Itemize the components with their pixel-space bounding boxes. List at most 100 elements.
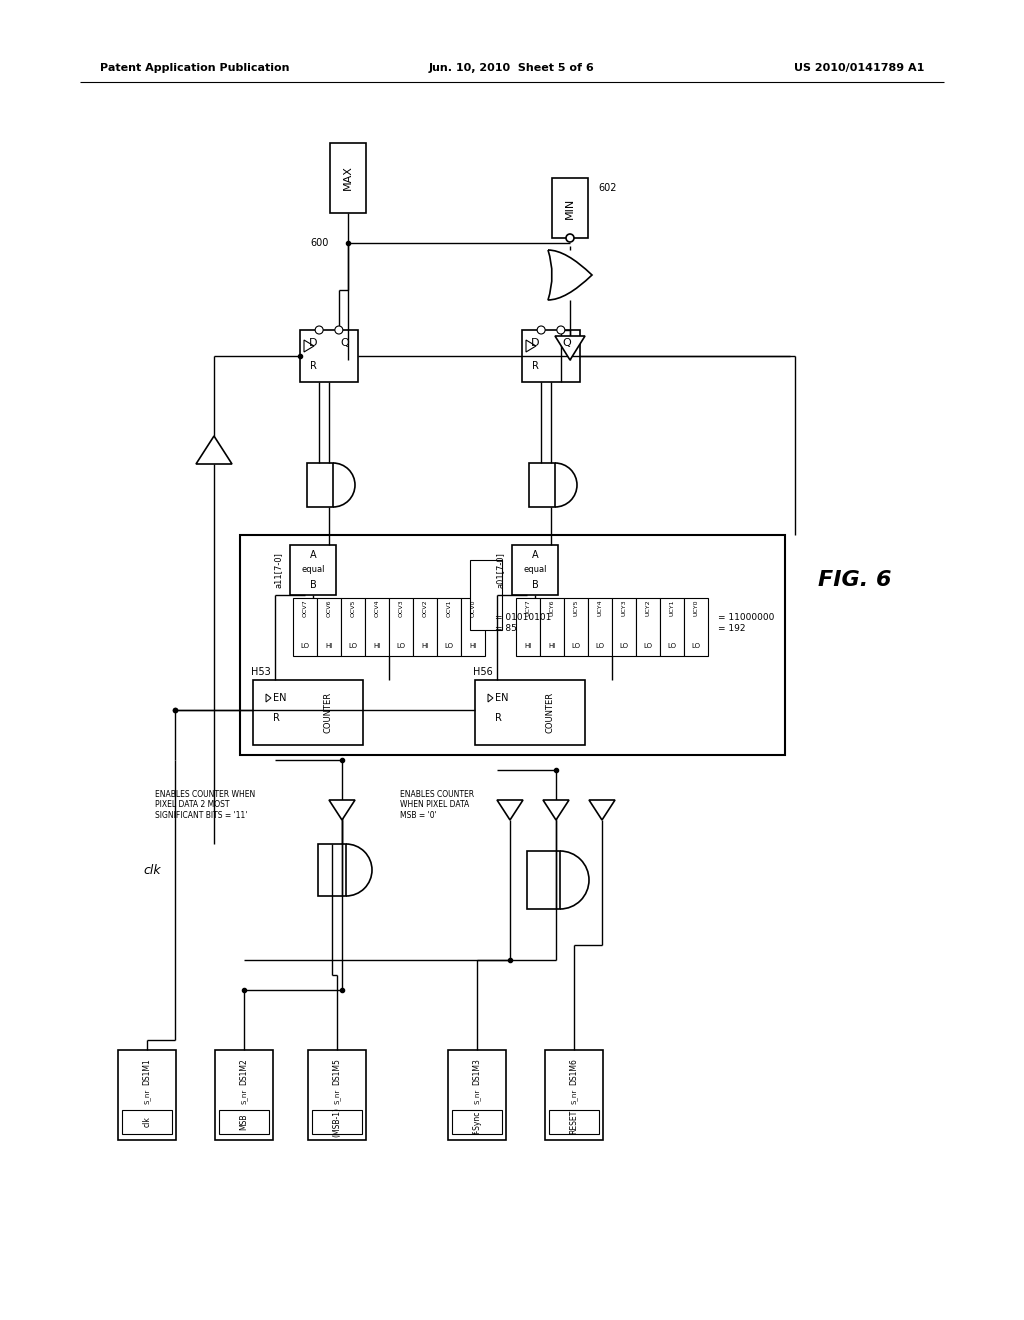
Polygon shape [526,341,536,352]
Text: H53: H53 [251,667,270,677]
Bar [475,680,585,744]
Text: ENABLES COUNTER
WHEN PIXEL DATA
MSB = '0': ENABLES COUNTER WHEN PIXEL DATA MSB = '0… [400,789,474,820]
PathPatch shape [548,249,592,300]
Text: DS1M2: DS1M2 [240,1059,249,1085]
Polygon shape [196,436,232,465]
Polygon shape [497,800,523,820]
Text: OCV7: OCV7 [302,599,307,616]
Bar [122,1110,172,1134]
Bar [253,680,362,744]
Bar [527,851,560,909]
Text: LO: LO [348,643,357,649]
Circle shape [538,326,545,334]
Polygon shape [589,800,615,820]
Text: UCY5: UCY5 [573,599,579,616]
Text: S_nr: S_nr [474,1089,480,1104]
Text: LO: LO [620,643,629,649]
Bar [612,598,636,656]
Text: a11[7-0]: a11[7-0] [273,552,283,587]
Polygon shape [266,694,271,702]
Bar [660,598,684,656]
Bar [300,330,358,381]
Text: LO: LO [596,643,604,649]
Bar [461,598,485,656]
Text: UCY3: UCY3 [622,599,627,616]
Text: Jun. 10, 2010  Sheet 5 of 6: Jun. 10, 2010 Sheet 5 of 6 [429,63,595,73]
Text: UCY7: UCY7 [525,599,530,616]
Text: UCY4: UCY4 [597,599,602,616]
Text: A: A [531,550,539,560]
Circle shape [335,326,343,334]
Text: DS1M1: DS1M1 [142,1059,152,1085]
Bar [588,598,612,656]
Text: RESET: RESET [569,1110,579,1134]
Text: UCY2: UCY2 [645,599,650,616]
Bar [540,598,564,656]
Text: UCY6: UCY6 [550,599,555,616]
Polygon shape [555,337,585,360]
Text: EN: EN [495,693,509,704]
Circle shape [557,326,565,334]
Text: MAX: MAX [343,165,353,190]
Text: OCV6: OCV6 [327,599,332,616]
Text: H56: H56 [473,667,493,677]
Bar [413,598,437,656]
Text: OCV0: OCV0 [470,599,475,616]
Text: equal: equal [301,565,325,574]
Text: 602: 602 [598,183,616,193]
Text: DS1M5: DS1M5 [333,1059,341,1085]
Text: B: B [309,579,316,590]
Text: R: R [531,360,539,371]
Text: S_nr: S_nr [570,1089,578,1104]
Bar [636,598,660,656]
Polygon shape [543,800,569,820]
Text: EN: EN [273,693,287,704]
Text: A: A [309,550,316,560]
Text: Q: Q [341,338,349,348]
Text: COUNTER: COUNTER [324,692,333,733]
Text: = 11000000
= 192: = 11000000 = 192 [718,614,774,632]
Text: HI: HI [374,643,381,649]
Bar [470,560,502,630]
Text: HI: HI [469,643,476,649]
Text: B: B [531,579,539,590]
Bar [118,1049,176,1140]
Text: D: D [530,338,540,348]
Text: clk: clk [143,863,161,876]
Text: Patent Application Publication: Patent Application Publication [100,63,290,73]
Text: LO: LO [300,643,309,649]
Text: LO: LO [396,643,406,649]
Text: (MSB-1): (MSB-1) [333,1107,341,1137]
Text: UCY0: UCY0 [693,599,698,616]
Bar [307,463,333,507]
Text: LO: LO [691,643,700,649]
Text: R: R [495,713,502,723]
Text: LO: LO [571,643,581,649]
Text: MIN: MIN [565,198,575,219]
Bar [219,1110,269,1134]
Bar [240,535,785,755]
Text: clk: clk [142,1117,152,1127]
Text: a01[7-0]: a01[7-0] [496,552,505,587]
Bar [389,598,413,656]
Text: OCV1: OCV1 [446,599,452,616]
Text: D: D [309,338,317,348]
Bar [564,598,588,656]
Text: DS1M6: DS1M6 [569,1059,579,1085]
Bar [312,1110,362,1134]
Text: COUNTER: COUNTER [546,692,555,733]
Text: OCV3: OCV3 [398,599,403,616]
Bar [290,545,336,595]
Bar [437,598,461,656]
Bar [529,463,555,507]
Text: = 01010101
= 85: = 01010101 = 85 [495,614,551,632]
Text: OCV4: OCV4 [375,599,380,616]
Text: equal: equal [523,565,547,574]
Text: ENABLES COUNTER WHEN
PIXEL DATA 2 MOST
SIGNIFICANT BITS = '11': ENABLES COUNTER WHEN PIXEL DATA 2 MOST S… [155,789,255,820]
Polygon shape [329,800,355,820]
Text: OCV5: OCV5 [350,599,355,616]
Text: FIG. 6: FIG. 6 [818,570,892,590]
Text: R: R [273,713,280,723]
Text: LO: LO [668,643,677,649]
Bar [215,1049,273,1140]
